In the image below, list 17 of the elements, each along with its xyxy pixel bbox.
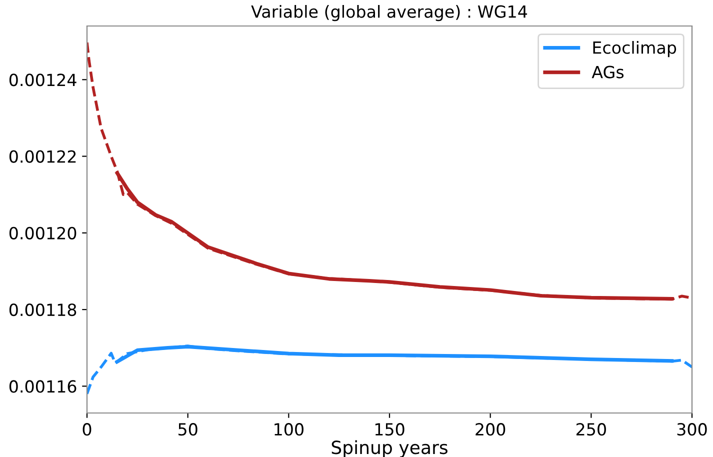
x-tick-label: 200 — [476, 423, 506, 436]
y-tick-label: 0.00118 — [9, 304, 76, 316]
legend-label: AGs — [592, 66, 624, 78]
line-series — [87, 41, 692, 301]
x-tick-label: 0 — [82, 423, 92, 436]
legend-label: Ecoclimap — [593, 41, 676, 58]
x-tick-label: 50 — [178, 423, 198, 436]
x-tick-label: 250 — [576, 423, 606, 436]
x-tick-label: 300 — [677, 423, 707, 436]
y-tick-label: 0.00122 — [9, 150, 76, 163]
y-tick-label: 0.00124 — [9, 74, 76, 86]
y-tick-label: 0.00116 — [9, 380, 76, 393]
x-tick-label: 150 — [375, 423, 404, 436]
y-tick-label: 0.00120 — [9, 226, 76, 240]
chart-title: Variable (global average) : WG14 — [251, 5, 528, 22]
line-series — [87, 344, 692, 396]
x-tick-label: 100 — [274, 423, 304, 436]
